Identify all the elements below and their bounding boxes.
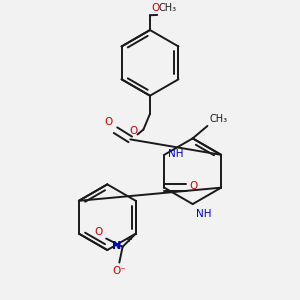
Text: O: O	[95, 227, 103, 237]
Text: NH: NH	[196, 209, 212, 219]
Text: O: O	[152, 3, 160, 13]
Text: O: O	[189, 181, 197, 191]
Text: N: N	[112, 241, 121, 251]
Text: NH: NH	[168, 148, 184, 158]
Text: CH₃: CH₃	[158, 3, 176, 13]
Text: O: O	[129, 126, 137, 136]
Text: O⁻: O⁻	[112, 266, 126, 276]
Text: O: O	[104, 117, 112, 127]
Text: +: +	[125, 235, 132, 244]
Text: CH₃: CH₃	[209, 114, 227, 124]
